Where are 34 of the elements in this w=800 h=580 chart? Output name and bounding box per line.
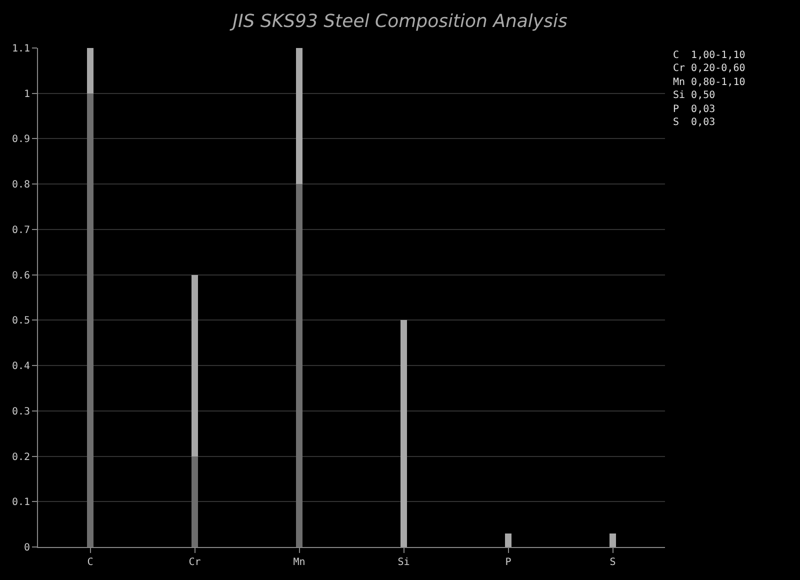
bar: [192, 456, 198, 547]
y-tick-label: 0.5: [12, 316, 30, 327]
x-tick-label: S: [610, 557, 616, 568]
y-tick-label: 0.8: [12, 180, 30, 191]
text: S 0,03: [673, 117, 716, 128]
text: C 1,00-1,10: [673, 50, 746, 61]
y-tick-label: 0.3: [12, 406, 30, 418]
y-tick-label: 0.6: [12, 270, 30, 282]
y-tick-label: 0.1: [12, 497, 30, 508]
x-tick-label: Si: [398, 557, 410, 568]
bar: [87, 93, 94, 547]
text: P 0,03: [673, 104, 716, 115]
bar: [296, 48, 302, 184]
y-tick-label: 0.7: [12, 224, 30, 236]
bar: [296, 184, 302, 547]
y-tick-label: 1: [24, 88, 30, 100]
bar: [505, 533, 512, 547]
chart-title: JIS SKS93 Steel Composition Analysis: [230, 11, 568, 32]
y-tick-label: 0.4: [12, 361, 30, 372]
y-tick-label: 0.9: [12, 134, 30, 146]
text: Si 0,50: [673, 90, 716, 101]
text: Cr 0,20-0,60: [673, 63, 746, 74]
bar: [87, 48, 94, 94]
y-tick-label: 1.1: [12, 44, 30, 54]
bar: [192, 274, 198, 456]
y-tick-label: 0: [24, 542, 30, 554]
bar: [610, 533, 616, 547]
x-tick-label: Cr: [188, 557, 201, 568]
y-tick-label: 0.2: [12, 452, 30, 463]
bar: [400, 320, 407, 547]
text: Mn 0,80-1,10: [673, 77, 746, 88]
x-tick-label: Mn: [293, 557, 306, 568]
x-tick-label: P: [505, 557, 512, 568]
x-tick-label: C: [87, 557, 94, 568]
